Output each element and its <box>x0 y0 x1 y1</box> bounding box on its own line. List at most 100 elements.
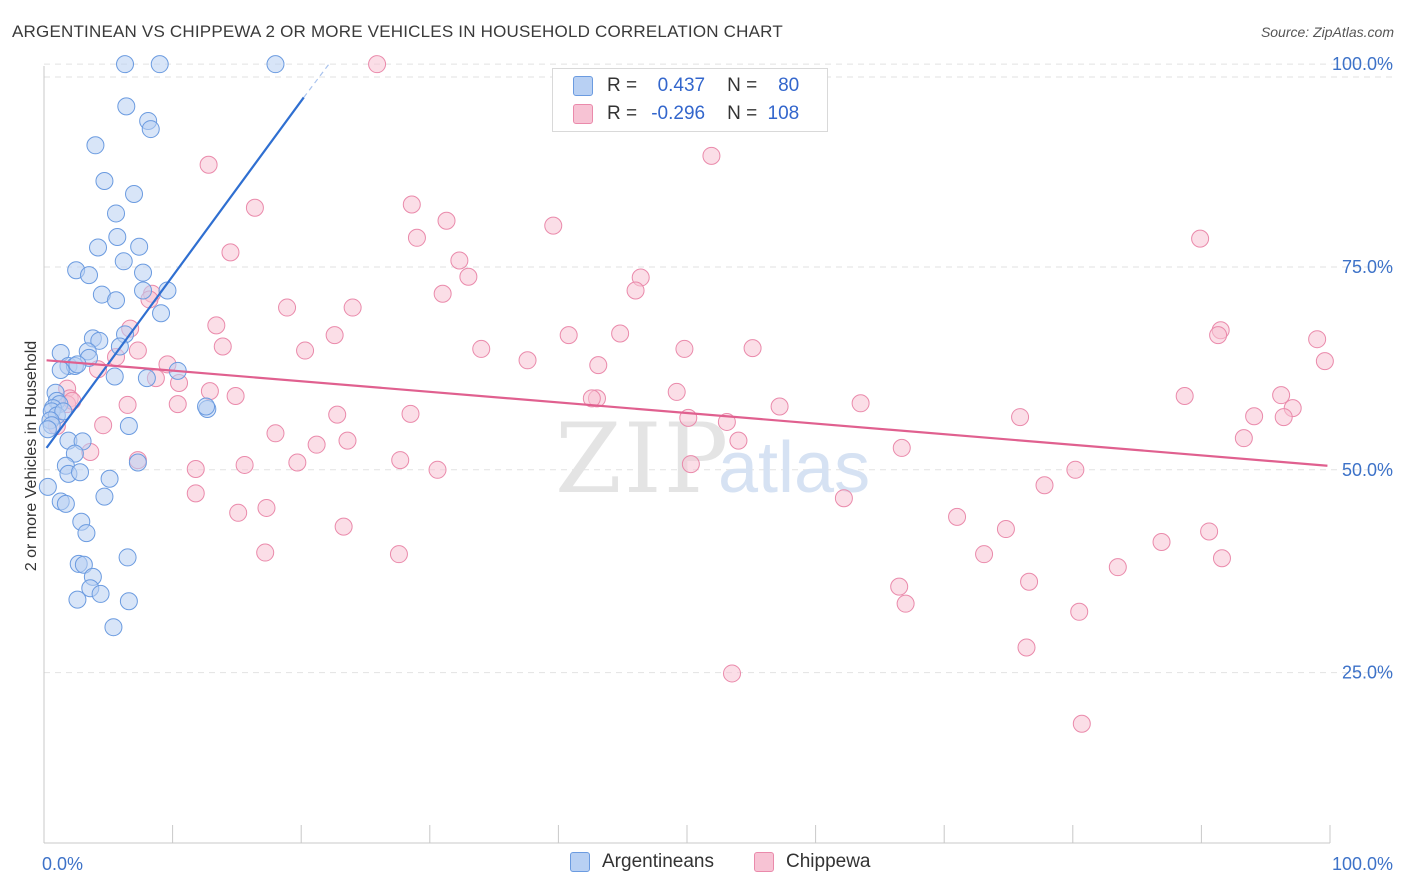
argentinean-point <box>118 548 137 567</box>
chippewa-point <box>128 341 147 360</box>
argentinean-point <box>38 420 57 439</box>
axes <box>43 66 1331 844</box>
chippewa-point <box>168 395 187 414</box>
series-legend-chippewa: Chippewa <box>754 851 871 873</box>
chippewa-point <box>459 267 478 286</box>
series-swatch-blue <box>570 852 590 872</box>
argentinean-point <box>90 331 109 350</box>
chippewa-point <box>402 195 421 214</box>
argentinean-point <box>114 252 133 271</box>
argentinean-point <box>100 469 119 488</box>
legend-n-value: 80 <box>778 75 800 96</box>
argentinean-point <box>119 417 138 436</box>
chippewa-point <box>611 324 630 343</box>
chippewa-point <box>433 284 452 303</box>
chippewa-point <box>391 451 410 470</box>
argentinean-point <box>65 444 84 463</box>
chippewa-point <box>582 389 601 408</box>
chippewa-point <box>702 146 721 165</box>
chippewa-point <box>450 251 469 270</box>
chippewa-point <box>948 507 967 526</box>
argentinean-point <box>134 263 153 282</box>
chippewa-point <box>1175 386 1194 405</box>
chippewa-point <box>723 664 742 683</box>
legend-row-chippewa: R = -0.296 N = 108 <box>573 101 799 127</box>
chart-source: Source: ZipAtlas.com <box>1260 24 1394 40</box>
chippewa-point <box>1245 407 1264 426</box>
chippewa-point <box>896 594 915 613</box>
argentinean-point <box>152 304 171 323</box>
chippewa-point <box>1200 522 1219 541</box>
chippewa-point <box>428 460 447 479</box>
argentinean-point <box>56 494 75 513</box>
chippewa-point <box>256 543 275 562</box>
chippewa-point <box>407 228 426 247</box>
argentinean-point <box>141 120 160 139</box>
chippewa-point <box>266 424 285 443</box>
chippewa-point <box>1152 533 1171 552</box>
chippewa-trend-line <box>46 359 1328 467</box>
y-tick-label: 100.0% <box>1332 54 1393 74</box>
legend-swatch-pink <box>573 104 593 124</box>
argentinean-point <box>137 369 156 388</box>
chippewa-point <box>307 435 326 454</box>
chippewa-point <box>975 545 994 564</box>
chippewa-point <box>368 55 387 74</box>
chippewa-point <box>589 356 608 375</box>
argentinean-point <box>107 204 126 223</box>
argentinean-point <box>95 487 114 506</box>
chippewa-point <box>681 455 700 474</box>
legend-r-label: R = <box>607 103 638 124</box>
chippewa-point <box>770 397 789 416</box>
argentinean-point <box>125 184 144 203</box>
chippewa-point <box>544 216 563 235</box>
trend-lines <box>45 62 1328 467</box>
series-label-chippewa: Chippewa <box>786 851 871 872</box>
argentinean-point <box>77 524 96 543</box>
argentinean-point <box>130 237 149 256</box>
chippewa-point <box>229 503 248 522</box>
series-legend-argentineans: Argentineans <box>570 851 714 873</box>
series-label-argentineans: Argentineans <box>602 851 714 872</box>
y-tick-label: 50.0% <box>1342 460 1393 480</box>
chippewa-point <box>207 316 226 335</box>
legend-row-argentineans: R = 0.437 N = 80 <box>573 73 799 99</box>
legend-n-value: 108 <box>767 103 800 124</box>
argentinean-point <box>150 55 169 74</box>
argentinean-point <box>68 590 87 609</box>
legend-n-label: N = <box>727 103 758 124</box>
chippewa-points <box>47 55 1334 733</box>
argentinean-point <box>116 55 135 74</box>
argentinean-point <box>95 171 114 190</box>
chippewa-point <box>743 339 762 358</box>
series-swatch-pink <box>754 852 774 872</box>
argentinean-point <box>117 97 136 116</box>
legend-swatch-blue <box>573 76 593 96</box>
argentinean-point <box>91 584 110 603</box>
chippewa-point <box>559 326 578 345</box>
chippewa-point <box>1108 558 1127 577</box>
argentinean-point <box>54 402 73 421</box>
argentinean-point <box>107 291 126 310</box>
argentinean-point <box>74 555 93 574</box>
chippewa-point <box>518 351 537 370</box>
y-tick-label: 75.0% <box>1342 257 1393 277</box>
x-tick-label-max: 100.0% <box>1332 854 1393 874</box>
chippewa-point <box>94 416 113 435</box>
chippewa-point <box>186 459 205 478</box>
chippewa-point <box>437 211 456 230</box>
chippewa-point <box>729 431 748 450</box>
argentinean-trend-extension <box>303 62 330 98</box>
chippewa-point <box>1017 638 1036 657</box>
chippewa-point <box>401 404 420 423</box>
legend-r-value: 0.437 <box>657 75 706 96</box>
chippewa-point <box>667 382 686 401</box>
chippewa-point <box>1209 326 1228 345</box>
y-axis-label: 2 or more Vehicles in Household <box>23 340 40 572</box>
chippewa-point <box>1011 408 1030 427</box>
chippewa-point <box>389 545 408 564</box>
chippewa-point <box>1072 714 1091 733</box>
chippewa-point <box>1066 460 1085 479</box>
legend-r-label: R = <box>607 75 638 96</box>
argentinean-point <box>197 397 216 416</box>
